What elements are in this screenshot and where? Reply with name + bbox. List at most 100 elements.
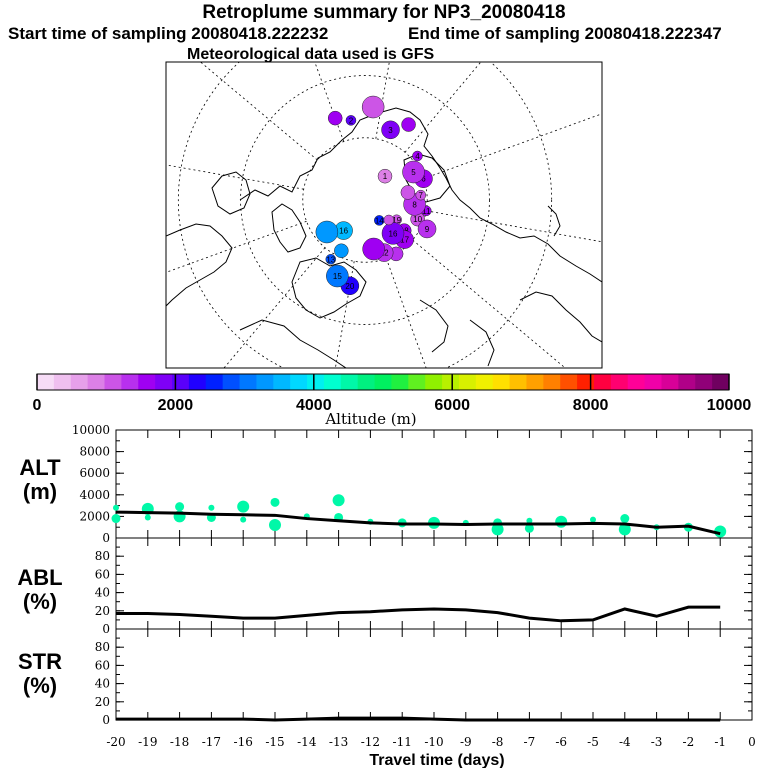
alt-scatter-point xyxy=(526,517,533,524)
x-tick-label: -17 xyxy=(202,735,221,749)
colorbar-tick-label: 0 xyxy=(33,397,42,414)
alt-scatter-point xyxy=(491,523,504,536)
panel-frame xyxy=(115,628,753,721)
x-tick-label: -18 xyxy=(170,735,189,749)
x-tick-label: -15 xyxy=(265,735,284,749)
coastline-japan xyxy=(547,205,561,237)
alt-scatter-point xyxy=(714,525,727,538)
alt-scatter-point xyxy=(237,500,250,513)
plume-point-label: 4 xyxy=(415,152,420,161)
latitude-circle xyxy=(302,137,428,263)
colorbar-tick-label: 4000 xyxy=(296,397,332,414)
latitude-circle xyxy=(177,62,553,368)
colorbar-label: Altitude (m) xyxy=(324,410,416,428)
colorbar-cell xyxy=(509,374,527,390)
plume-point-label: 11 xyxy=(422,207,431,216)
x-tick-label: 0 xyxy=(748,735,756,749)
y-tick-label: 8000 xyxy=(79,445,110,459)
colorbar-cells xyxy=(37,374,730,390)
x-tick-label: -1 xyxy=(714,735,726,749)
plume-point-label: 7 xyxy=(419,191,424,200)
y-tick-label: 20 xyxy=(95,604,110,618)
x-tick-label: -13 xyxy=(329,735,348,749)
alt-scatter-point xyxy=(111,514,121,524)
plume-point xyxy=(377,168,393,184)
colorbar-cell xyxy=(138,374,156,390)
plume-point xyxy=(345,115,357,126)
x-tick-label: -7 xyxy=(524,735,536,749)
coastline-india xyxy=(469,319,495,367)
plume-point xyxy=(325,254,337,265)
plume-point xyxy=(327,110,343,126)
x-tick-label: -3 xyxy=(651,735,663,749)
met-data-label: Meteorological data used is GFS xyxy=(187,46,435,63)
plume-point-label: 9 xyxy=(425,225,430,234)
plume-point-label: 19 xyxy=(392,216,401,225)
y-tick-label: 2000 xyxy=(79,509,110,523)
coastline-greenland xyxy=(211,171,251,215)
colorbar-cell xyxy=(712,374,730,390)
plume-point-label: 1 xyxy=(383,172,388,181)
x-tick-label: -9 xyxy=(460,735,472,749)
plume-point-label: 8 xyxy=(412,200,417,209)
colorbar-cell xyxy=(222,374,241,390)
alt-panel-label: ALT (m) xyxy=(0,456,80,504)
colorbar-cell xyxy=(475,374,494,390)
colorbar-tick-label: 6000 xyxy=(434,397,470,414)
colorbar-cell xyxy=(492,374,511,390)
colorbar-cell xyxy=(391,374,409,390)
alt-label-line2: (m) xyxy=(22,479,58,504)
alt-scatter-point xyxy=(240,516,247,523)
y-tick-label: 4000 xyxy=(79,488,110,502)
colorbar-cell xyxy=(239,374,257,390)
plume-point xyxy=(383,214,395,226)
plume-point-label: 16 xyxy=(389,229,398,238)
x-tick-label: -12 xyxy=(361,735,380,749)
colorbar-cell xyxy=(53,374,72,390)
colorbar-cell xyxy=(121,374,139,390)
x-axis: -20 -19 -18 -17 -16 -15 -14 -13 -12 -11 -10 -9 -8 -7-… xyxy=(106,735,755,749)
colorbar-ticks: 0 2000 4000 6000 8000 10000 xyxy=(33,374,751,414)
colorbar-cell xyxy=(256,374,274,390)
colorbar-cell xyxy=(458,374,477,390)
plume-point xyxy=(417,219,437,239)
alt-scatter-point xyxy=(524,523,534,533)
alt-scatter-point xyxy=(113,504,119,511)
colorbar-cell xyxy=(425,374,443,390)
x-tick-label: -6 xyxy=(555,735,567,749)
y-tick-label: 0 xyxy=(102,531,110,545)
alt-scatter-point xyxy=(555,515,568,528)
start-time-label: Start time of sampling 20080418.222232 xyxy=(8,24,329,43)
y-tick-label: 0 xyxy=(102,622,110,636)
alt-scatter-point xyxy=(590,516,596,523)
colorbar-cell xyxy=(70,374,89,390)
plume-point xyxy=(415,189,427,201)
y-tick-label: 40 xyxy=(95,586,110,600)
coastline-europe xyxy=(291,257,367,319)
series-line xyxy=(116,716,721,722)
y-tick-label: 10000 xyxy=(72,423,110,437)
abl-label-line2: (%) xyxy=(22,589,58,614)
coastline-africa xyxy=(239,319,347,368)
plume-point-label: 3 xyxy=(388,126,393,135)
x-tick-label: -11 xyxy=(393,735,412,749)
plume-point xyxy=(402,160,425,184)
map-coastlines xyxy=(166,107,602,368)
abl-panel-label: ABL (%) xyxy=(0,566,80,614)
alt-scatter-point xyxy=(332,494,345,507)
map-frame xyxy=(165,61,603,369)
alt-scatter-point xyxy=(144,514,151,521)
plume-point-label: 17 xyxy=(400,236,409,245)
x-tick-label: -5 xyxy=(587,735,599,749)
plume-point xyxy=(362,237,385,261)
x-tick-label: -2 xyxy=(683,735,695,749)
coastline-east-asia xyxy=(519,291,602,343)
colorbar-cell xyxy=(323,374,342,390)
alt-scatter-point xyxy=(270,497,280,507)
colorbar-cell xyxy=(205,374,224,390)
x-tick-label: -20 xyxy=(106,735,125,749)
alt-panel: 0 2000 4000 6000 8000 10000 xyxy=(72,423,753,545)
colorbar-cell xyxy=(526,374,544,390)
